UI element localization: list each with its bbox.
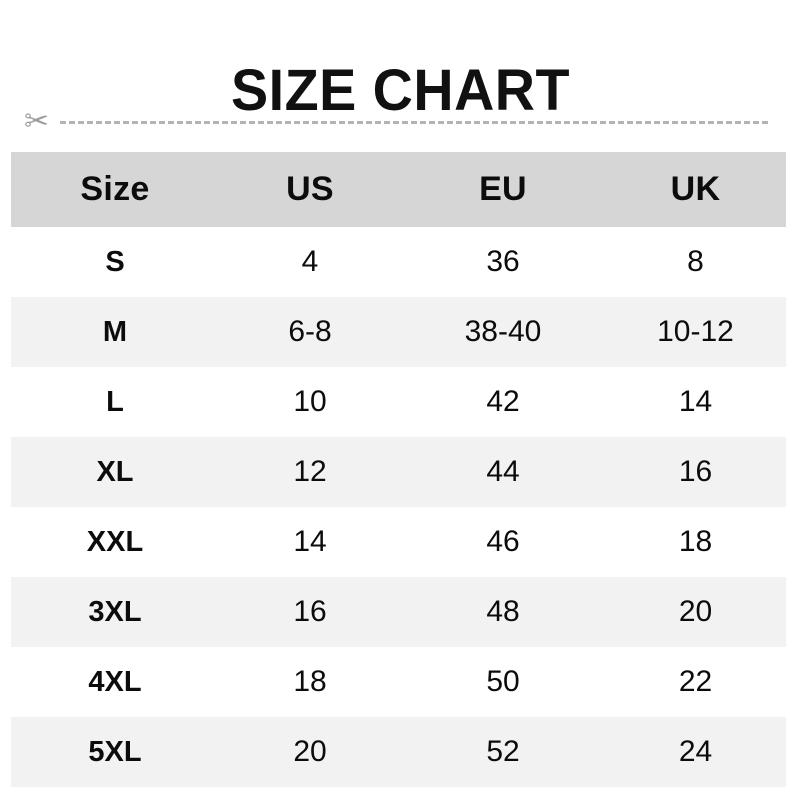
cell-size: S (105, 245, 125, 278)
cell-uk: 22 (678, 665, 713, 698)
dashed-divider (60, 120, 768, 124)
cell-eu: 50 (486, 665, 520, 698)
cell-size: 3XL (88, 595, 142, 628)
cell-uk: 16 (678, 455, 713, 488)
cell-eu: 52 (486, 735, 520, 768)
cell-eu: 38-40 (464, 315, 542, 348)
table-row: M 6-8 38-40 10-12 (11, 297, 786, 367)
table-header: Size US EU UK (11, 152, 786, 227)
column-header-size: Size (11, 152, 219, 227)
cell-us: 10 (293, 385, 327, 418)
cell-us: 18 (293, 665, 327, 698)
cell-us: 12 (293, 455, 327, 488)
cell-size: L (106, 385, 124, 418)
column-header-uk: UK (605, 152, 786, 227)
table-row: 3XL 16 48 20 (11, 577, 786, 647)
cell-uk: 14 (678, 385, 713, 418)
table-row: 4XL 18 50 22 (11, 647, 786, 717)
cell-eu: 36 (486, 245, 520, 278)
table-row: 5XL 20 52 24 (11, 717, 786, 787)
cell-size: 4XL (88, 665, 142, 698)
column-header-us: US (219, 152, 401, 227)
cell-us: 14 (293, 525, 327, 558)
table-row: XL 12 44 16 (11, 437, 786, 507)
column-header-eu: EU (401, 152, 605, 227)
cell-uk: 24 (678, 735, 713, 768)
cut-line: ✂ (24, 104, 776, 140)
cell-uk: 8 (687, 245, 704, 278)
table-row: XXL 14 46 18 (11, 507, 786, 577)
cell-size: XXL (86, 525, 144, 558)
page-title-container: SIZE CHART (0, 22, 800, 161)
cell-eu: 44 (486, 455, 520, 488)
cell-us: 4 (301, 245, 319, 278)
table-body: S 4 36 8 M 6-8 38-40 10-12 L 10 42 14 XL… (11, 227, 786, 787)
cell-uk: 18 (678, 525, 713, 558)
scissors-icon: ✂ (24, 105, 50, 138)
cell-eu: 46 (486, 525, 520, 558)
cell-us: 6-8 (288, 315, 332, 348)
cell-us: 16 (293, 595, 327, 628)
table-header-row: Size US EU UK (11, 152, 786, 227)
cell-eu: 42 (486, 385, 520, 418)
cell-size: XL (96, 455, 134, 488)
cell-uk: 20 (678, 595, 713, 628)
cell-uk: 10-12 (657, 315, 734, 348)
page-title: SIZE CHART (230, 57, 570, 123)
table-row: S 4 36 8 (11, 227, 786, 297)
size-chart-table: Size US EU UK S 4 36 8 M 6-8 38-40 10-12… (11, 152, 786, 787)
table-row: L 10 42 14 (11, 367, 786, 437)
cell-us: 20 (293, 735, 327, 768)
cell-size: 5XL (88, 735, 142, 768)
cell-eu: 48 (486, 595, 520, 628)
cell-size: M (102, 315, 128, 348)
